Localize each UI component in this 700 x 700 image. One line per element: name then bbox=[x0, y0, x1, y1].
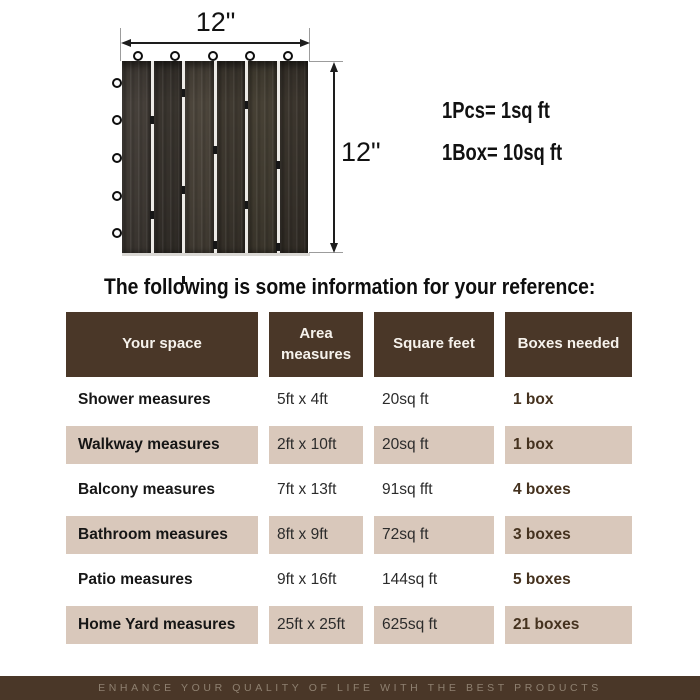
table-row: Shower measures 5ft x 4ft 20sq ft 1 box bbox=[66, 377, 632, 422]
clip-mark bbox=[244, 201, 249, 209]
cell-area: 25ft x 25ft bbox=[269, 605, 363, 644]
cell-sqft: 625sq ft bbox=[374, 605, 494, 644]
arrowhead-up-icon bbox=[329, 62, 338, 72]
clip-mark bbox=[213, 146, 217, 154]
clip-mark bbox=[150, 211, 154, 219]
cell-area: 7ft x 13ft bbox=[277, 480, 337, 498]
cell-boxes: 1 box bbox=[513, 390, 554, 408]
cell-boxes: 3 boxes bbox=[505, 515, 632, 554]
table-row: Bathroom measures 8ft x 9ft 72sq ft 3 bo… bbox=[66, 512, 632, 557]
cell-sqft: 20sq ft bbox=[374, 425, 494, 464]
extension-line bbox=[309, 61, 343, 62]
cell-sqft: 91sq fft bbox=[382, 480, 433, 498]
table-row: Balcony measures 7ft x 13ft 91sq fft 4 b… bbox=[66, 467, 632, 512]
cell-boxes: 5 boxes bbox=[513, 570, 571, 588]
cell-boxes: 4 boxes bbox=[513, 480, 571, 498]
cell-sqft: 144sq ft bbox=[382, 570, 438, 588]
table-header-row: Your space Area measures Square feet Box… bbox=[66, 312, 632, 377]
section-heading: The following is some information for yo… bbox=[104, 274, 596, 299]
connector-loop-icon bbox=[112, 228, 122, 238]
connector-loop-icon bbox=[112, 191, 122, 201]
connector-loop-icon bbox=[283, 51, 293, 61]
cell-space: Home Yard measures bbox=[66, 605, 258, 644]
section-heading-wrap: The following is some information for yo… bbox=[0, 274, 700, 300]
column-header-square-feet: Square feet bbox=[374, 312, 494, 377]
cell-boxes: 1 box bbox=[505, 425, 632, 464]
deck-tile-photo bbox=[122, 61, 308, 284]
clip-mark bbox=[181, 186, 186, 194]
cell-area: 2ft x 10ft bbox=[269, 425, 363, 464]
connector-loop-icon bbox=[170, 51, 180, 61]
column-header-boxes-needed: Boxes needed bbox=[505, 312, 632, 377]
height-dimension-label: 12" bbox=[341, 137, 381, 167]
height-dimension-line bbox=[333, 69, 335, 245]
footer-banner: ENHANCE YOUR QUALITY OF LIFE WITH THE BE… bbox=[0, 676, 700, 700]
column-header-area: Area measures bbox=[269, 312, 363, 377]
table-row: Home Yard measures 25ft x 25ft 625sq ft … bbox=[66, 602, 632, 647]
extension-line bbox=[309, 252, 343, 253]
footer-slogan: ENHANCE YOUR QUALITY OF LIFE WITH THE BE… bbox=[98, 682, 602, 694]
wood-slat bbox=[122, 61, 151, 253]
clip-mark bbox=[181, 89, 186, 97]
wood-slat bbox=[153, 61, 182, 253]
cell-space: Bathroom measures bbox=[66, 515, 258, 554]
pcs-per-sqft-note: 1Pcs= 1sq ft bbox=[442, 97, 550, 123]
cell-space: Patio measures bbox=[78, 570, 193, 588]
cell-boxes: 21 boxes bbox=[505, 605, 632, 644]
wood-slat bbox=[248, 61, 277, 253]
tile-ground-shadow bbox=[122, 253, 310, 256]
wood-slat bbox=[185, 61, 214, 253]
extension-line bbox=[120, 28, 121, 61]
cell-sqft: 72sq ft bbox=[374, 515, 494, 554]
cell-space: Shower measures bbox=[78, 390, 211, 408]
cell-space: Walkway measures bbox=[66, 425, 258, 464]
arrowhead-right-icon bbox=[300, 38, 310, 47]
clip-mark bbox=[181, 276, 186, 284]
connector-loop-icon bbox=[112, 153, 122, 163]
cell-space: Balcony measures bbox=[78, 480, 215, 498]
wood-slat bbox=[216, 61, 245, 253]
cell-area: 8ft x 9ft bbox=[269, 515, 363, 554]
cell-area: 5ft x 4ft bbox=[277, 390, 328, 408]
reference-table: Your space Area measures Square feet Box… bbox=[66, 312, 632, 647]
clip-mark bbox=[213, 241, 217, 249]
clip-mark bbox=[276, 243, 280, 251]
cell-area: 9ft x 16ft bbox=[277, 570, 337, 588]
wood-slat bbox=[279, 61, 308, 253]
connector-loop-icon bbox=[245, 51, 255, 61]
connector-loop-icon bbox=[208, 51, 218, 61]
width-dimension-line bbox=[128, 42, 302, 44]
connector-loop-icon bbox=[112, 78, 122, 88]
arrowhead-down-icon bbox=[329, 243, 338, 253]
width-dimension-label: 12" bbox=[195, 7, 236, 37]
column-header-your-space: Your space bbox=[66, 312, 258, 377]
table-row: Patio measures 9ft x 16ft 144sq ft 5 box… bbox=[66, 557, 632, 602]
connector-loop-icon bbox=[112, 115, 122, 125]
cell-sqft: 20sq ft bbox=[382, 390, 429, 408]
clip-mark bbox=[244, 101, 249, 109]
box-per-sqft-note: 1Box= 10sq ft bbox=[442, 139, 563, 165]
table-row: Walkway measures 2ft x 10ft 20sq ft 1 bo… bbox=[66, 422, 632, 467]
unit-conversion-notes: 1Pcs= 1sq ft 1Box= 10sq ft bbox=[442, 97, 592, 181]
connector-loop-icon bbox=[133, 51, 143, 61]
clip-mark bbox=[150, 116, 154, 124]
clip-mark bbox=[276, 161, 280, 169]
arrowhead-left-icon bbox=[121, 38, 131, 47]
